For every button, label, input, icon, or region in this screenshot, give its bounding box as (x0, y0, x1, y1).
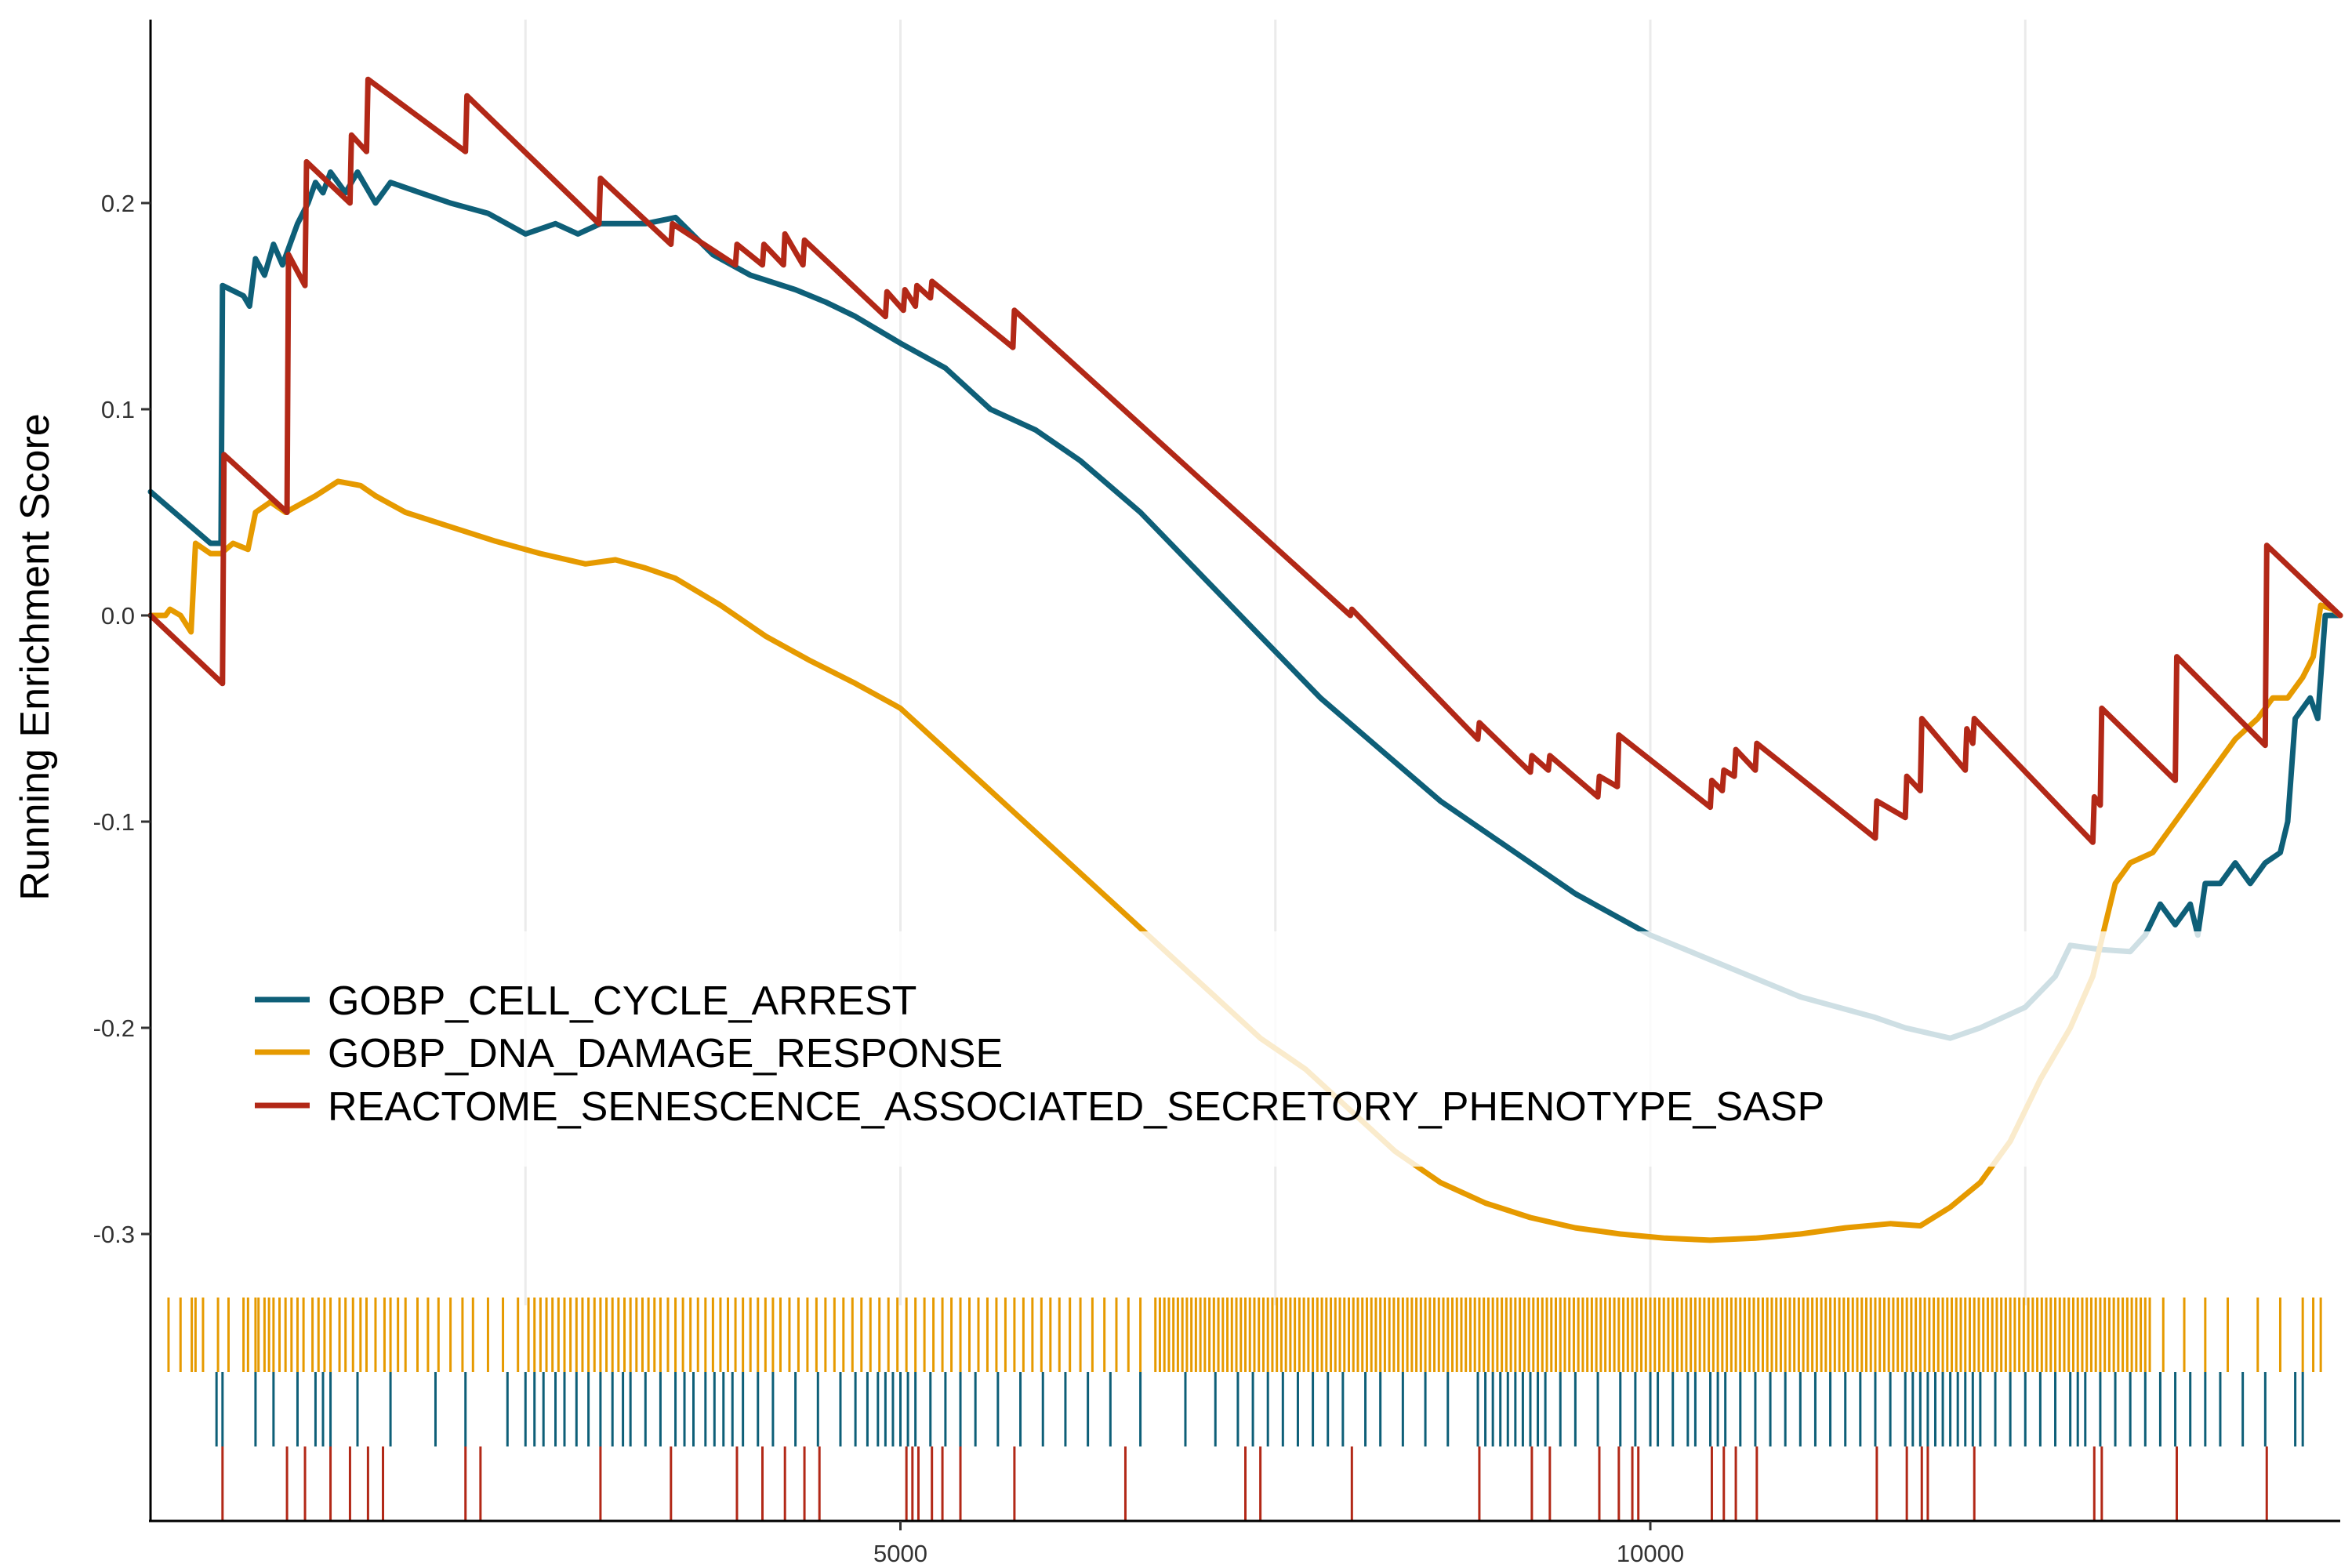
x-tick-label: 10000 (1617, 1540, 1684, 1567)
series-line-gobp-cell-cycle-arrest (147, 169, 2343, 1041)
y-tick-label: 0.0 (101, 602, 135, 630)
y-tick-label: -0.2 (93, 1014, 135, 1042)
y-axis-title: Running Enrichment Score (13, 413, 58, 900)
x-axis-ticks: 5000 10000 (873, 1521, 1684, 1567)
y-tick-label: 0.1 (101, 396, 135, 423)
rug-row-gobp-cell-cycle-arrest (149, 1372, 2304, 1446)
y-tick-label: -0.1 (93, 808, 135, 836)
legend-background (235, 931, 2242, 1167)
legend: GOBP_CELL_CYCLE_ARREST GOBP_DNA_DAMAGE_RE… (255, 978, 1824, 1130)
y-axis-ticks: 0.2 0.1 0.0 -0.1 -0.2 -0.3 (93, 190, 151, 1248)
x-tick-label: 5000 (873, 1540, 927, 1567)
rug-row-gobp-dna-damage-response (167, 1298, 2322, 1372)
legend-label: GOBP_CELL_CYCLE_ARREST (328, 978, 916, 1024)
rug-row-reactome-senescence-associated-secretory-phenotype-sasp (221, 1446, 2268, 1521)
legend-label: GOBP_DNA_DAMAGE_RESPONSE (328, 1031, 1003, 1076)
series-line-reactome-senescence-associated-secretory-phenotype-sasp (147, 76, 2343, 845)
legend-label: REACTOME_SENESCENCE_ASSOCIATED_SECRETORY… (328, 1084, 1824, 1130)
y-tick-label: 0.2 (101, 190, 135, 217)
hit-rug-rows (149, 1298, 2322, 1521)
y-tick-label: -0.3 (93, 1221, 135, 1248)
